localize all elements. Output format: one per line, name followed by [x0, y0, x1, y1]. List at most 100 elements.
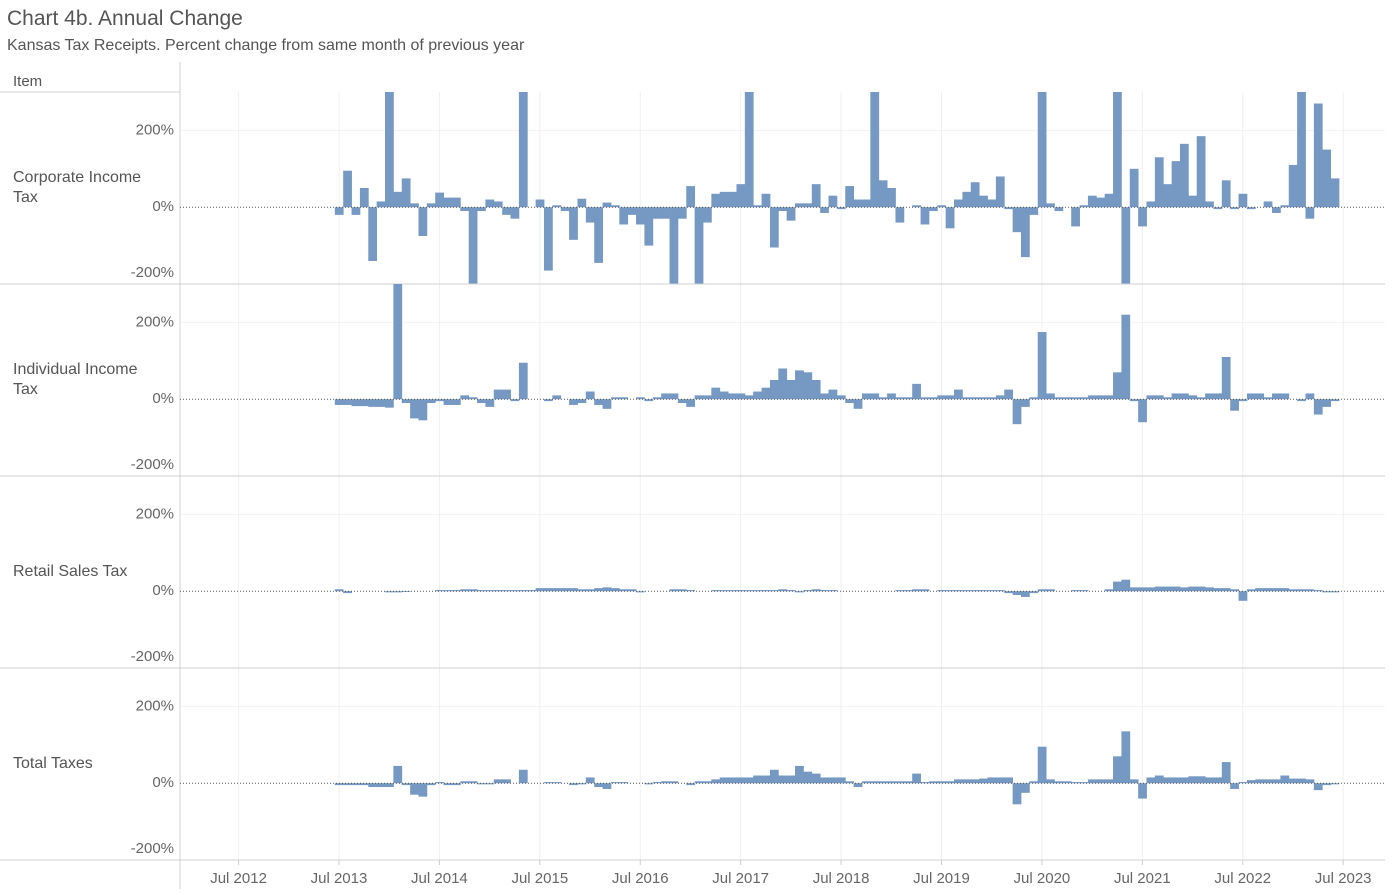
bar — [786, 380, 796, 400]
panel — [334, 579, 1340, 601]
bar — [736, 590, 746, 592]
bar — [1230, 783, 1239, 789]
bar — [861, 199, 871, 208]
panel — [334, 92, 1340, 284]
y-tick-label: 0% — [152, 390, 174, 407]
bar — [343, 399, 352, 405]
bar — [1087, 779, 1097, 784]
bar — [903, 781, 913, 784]
bar — [836, 777, 846, 784]
bar — [686, 399, 696, 407]
bar — [970, 779, 980, 784]
bar — [1255, 779, 1265, 784]
bar — [778, 368, 788, 400]
bar — [962, 397, 972, 400]
bar — [343, 783, 352, 786]
chart-subtitle: Kansas Tax Receipts. Percent change from… — [7, 37, 525, 54]
bar — [1246, 393, 1256, 400]
bar — [703, 395, 712, 400]
y-tick-label: -200% — [131, 456, 174, 473]
bar — [493, 389, 503, 400]
bar — [1280, 393, 1290, 400]
y-tick-label: -200% — [131, 648, 174, 665]
bar — [1272, 588, 1281, 592]
bar — [736, 777, 746, 784]
y-tick-label: -200% — [131, 840, 174, 857]
bar — [569, 588, 578, 592]
bar — [1020, 591, 1030, 597]
bar — [661, 393, 670, 400]
bar — [343, 591, 352, 594]
bar — [485, 783, 495, 785]
bar — [970, 397, 980, 400]
bar — [803, 203, 813, 208]
bar — [368, 207, 378, 261]
bar — [719, 191, 729, 208]
bar — [937, 590, 947, 592]
bar — [460, 781, 470, 784]
bar — [1288, 778, 1298, 784]
bar — [828, 590, 838, 592]
x-tick-label: Jul 2022 — [1214, 870, 1271, 887]
bar — [552, 395, 562, 400]
x-tick-label: Jul 2018 — [813, 870, 870, 887]
bar — [351, 207, 361, 215]
bar — [928, 781, 938, 784]
bar — [1138, 399, 1147, 423]
bar — [1313, 783, 1323, 791]
bar — [1188, 195, 1198, 208]
bar — [795, 591, 804, 593]
bar — [376, 399, 386, 407]
bar — [1313, 590, 1323, 592]
bar — [744, 395, 754, 400]
bar — [1129, 168, 1139, 208]
bar — [1071, 207, 1080, 227]
bar — [954, 389, 963, 400]
bar — [1297, 589, 1306, 592]
bar — [928, 397, 938, 400]
bar — [652, 397, 662, 400]
bar — [1046, 589, 1055, 592]
bar — [1087, 395, 1097, 400]
bar — [1113, 581, 1122, 592]
bar — [1179, 587, 1189, 592]
bar — [619, 397, 629, 400]
bar — [753, 391, 762, 400]
y-tick-label: 200% — [136, 313, 174, 330]
bar — [410, 399, 419, 419]
bar — [1255, 393, 1265, 400]
bar — [845, 186, 855, 208]
bar — [451, 197, 461, 208]
bar — [1205, 393, 1214, 400]
bar — [1079, 782, 1089, 784]
bar — [669, 207, 679, 284]
bar — [560, 588, 570, 592]
bar — [694, 395, 704, 400]
bar — [468, 207, 478, 284]
bar — [803, 372, 813, 400]
bar — [878, 397, 888, 400]
bar — [418, 783, 428, 797]
bar — [602, 783, 612, 789]
bar — [853, 399, 863, 409]
bar — [334, 589, 344, 592]
bar — [334, 399, 344, 405]
bar — [1146, 201, 1156, 208]
bar — [1322, 149, 1332, 208]
bar — [1255, 588, 1265, 592]
x-tick-label: Jul 2014 — [411, 870, 468, 887]
bar — [518, 92, 528, 208]
bar — [1221, 180, 1231, 208]
bar — [477, 783, 486, 785]
bar — [518, 362, 528, 400]
bar — [820, 207, 829, 213]
bar — [895, 781, 905, 784]
bar — [644, 783, 654, 785]
bar — [1163, 586, 1173, 592]
bar — [602, 587, 612, 592]
bar — [410, 203, 419, 208]
bar — [1171, 586, 1181, 592]
bar — [1154, 157, 1164, 208]
bar — [334, 207, 344, 215]
